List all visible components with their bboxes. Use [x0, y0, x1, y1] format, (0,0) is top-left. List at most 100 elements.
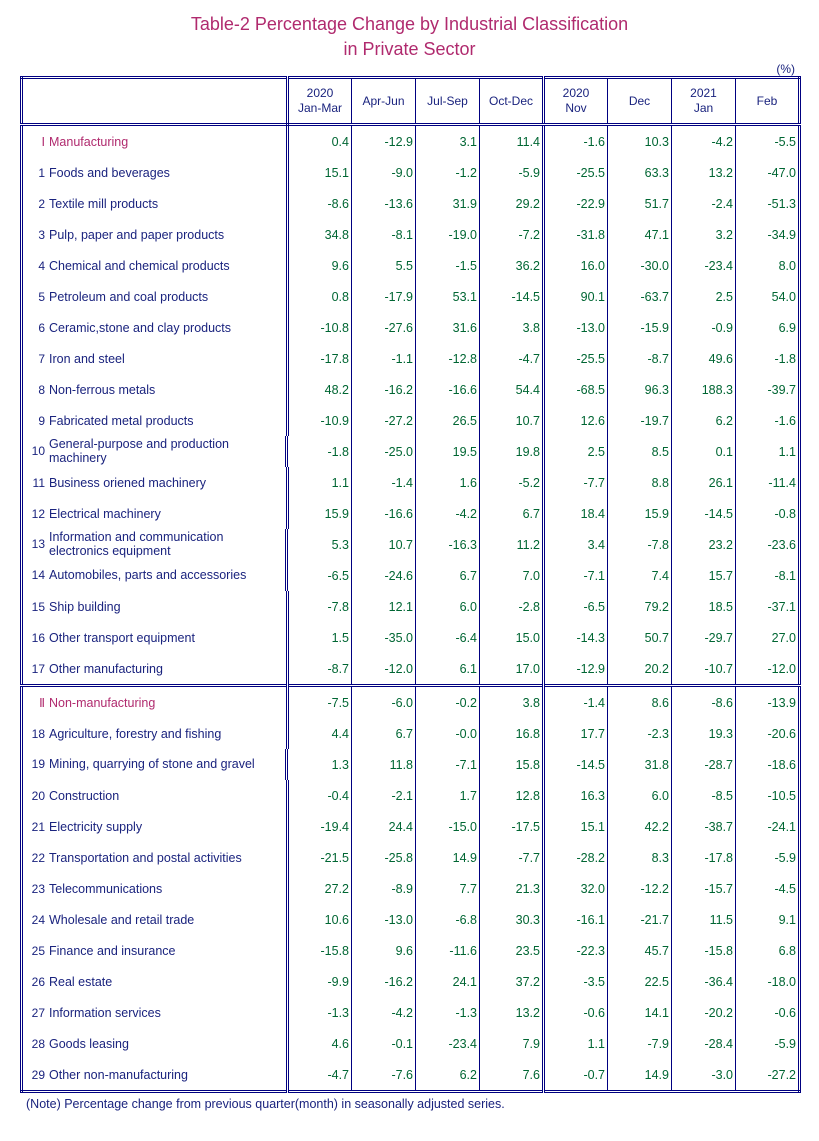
row-label-text: Chemical and chemical products: [49, 259, 230, 273]
value-cell: -12.9: [352, 125, 416, 158]
value-cell: 2.5: [544, 436, 608, 467]
row-index: 3: [23, 228, 45, 242]
value-cell: -13.9: [736, 686, 800, 719]
value-cell: 32.0: [544, 873, 608, 904]
value-cell: 1.5: [288, 622, 352, 653]
table-row: 18Agriculture, forestry and fishing4.46.…: [22, 718, 800, 749]
value-cell: -25.5: [544, 157, 608, 188]
row-label-text: Electricity supply: [49, 820, 142, 834]
value-cell: -7.9: [608, 1028, 672, 1059]
value-cell: 11.5: [672, 904, 736, 935]
table-title-line1: Table-2 Percentage Change by Industrial …: [20, 14, 799, 35]
table-row: 27Information services-1.3-4.2-1.313.2-0…: [22, 997, 800, 1028]
table-row: 28Goods leasing4.6-0.1-23.47.91.1-7.9-28…: [22, 1028, 800, 1059]
value-cell: 26.1: [672, 467, 736, 498]
row-label: 17Other manufacturing: [22, 653, 288, 686]
row-index: 28: [23, 1037, 45, 1051]
value-cell: 18.5: [672, 591, 736, 622]
value-cell: -10.8: [288, 312, 352, 343]
table-row: 10 General-purpose and production machine…: [22, 436, 800, 467]
row-index: 29: [23, 1068, 45, 1082]
value-cell: 6.7: [480, 498, 544, 529]
row-label-text: Transportation and postal activities: [49, 851, 242, 865]
value-cell: -1.4: [352, 467, 416, 498]
value-cell: -0.6: [544, 997, 608, 1028]
row-label: 24Wholesale and retail trade: [22, 904, 288, 935]
row-label: 4 Chemical and chemical products: [22, 250, 288, 281]
value-cell: -63.7: [608, 281, 672, 312]
value-cell: 23.2: [672, 529, 736, 560]
value-cell: -16.2: [352, 374, 416, 405]
value-cell: -5.9: [736, 1028, 800, 1059]
table-title-line2: in Private Sector: [20, 39, 799, 60]
value-cell: -15.8: [672, 935, 736, 966]
value-cell: -47.0: [736, 157, 800, 188]
table-row: 24Wholesale and retail trade10.6-13.0-6.…: [22, 904, 800, 935]
value-cell: -15.7: [672, 873, 736, 904]
value-cell: 0.4: [288, 125, 352, 158]
row-label-text: General-purpose and production machinery: [49, 438, 281, 464]
value-cell: -27.6: [352, 312, 416, 343]
table-row: 8Non-ferrous metals48.2-16.2-16.654.4-68…: [22, 374, 800, 405]
value-cell: 11.2: [480, 529, 544, 560]
row-index: 10: [23, 445, 45, 458]
row-label-text: Ceramic,stone and clay products: [49, 321, 231, 335]
value-cell: -7.2: [480, 219, 544, 250]
value-cell: -4.2: [352, 997, 416, 1028]
row-index: 5: [23, 290, 45, 304]
value-cell: -12.0: [352, 653, 416, 686]
value-cell: 96.3: [608, 374, 672, 405]
value-cell: -1.2: [416, 157, 480, 188]
value-cell: 21.3: [480, 873, 544, 904]
value-cell: 79.2: [608, 591, 672, 622]
value-cell: -35.0: [352, 622, 416, 653]
value-cell: -7.8: [608, 529, 672, 560]
value-cell: -1.3: [416, 997, 480, 1028]
value-cell: -4.2: [672, 125, 736, 158]
value-cell: 1.1: [288, 467, 352, 498]
value-cell: -18.0: [736, 966, 800, 997]
value-cell: -12.0: [736, 653, 800, 686]
row-index: 4: [23, 259, 45, 273]
value-cell: -14.3: [544, 622, 608, 653]
row-label-text: Business oriened machinery: [49, 476, 206, 490]
value-cell: 5.5: [352, 250, 416, 281]
value-cell: -25.8: [352, 842, 416, 873]
value-cell: -14.5: [544, 749, 608, 780]
value-cell: 10.7: [352, 529, 416, 560]
value-cell: 16.0: [544, 250, 608, 281]
value-cell: 6.0: [416, 591, 480, 622]
value-cell: -51.3: [736, 188, 800, 219]
value-cell: -8.6: [288, 188, 352, 219]
row-label: 21Electricity supply: [22, 811, 288, 842]
value-cell: 36.2: [480, 250, 544, 281]
row-label-header: [22, 78, 288, 125]
value-cell: -0.9: [672, 312, 736, 343]
value-cell: 14.9: [416, 842, 480, 873]
value-cell: -37.1: [736, 591, 800, 622]
row-label: 9Fabricated metal products: [22, 405, 288, 436]
row-label: 8Non-ferrous metals: [22, 374, 288, 405]
value-cell: -1.8: [736, 343, 800, 374]
value-cell: 47.1: [608, 219, 672, 250]
value-cell: 11.4: [480, 125, 544, 158]
value-cell: 6.7: [352, 718, 416, 749]
value-cell: -27.2: [352, 405, 416, 436]
value-cell: -7.7: [480, 842, 544, 873]
value-cell: 10.6: [288, 904, 352, 935]
value-cell: 23.5: [480, 935, 544, 966]
value-cell: 6.2: [672, 405, 736, 436]
row-label-text: Real estate: [49, 975, 112, 989]
value-cell: -23.6: [736, 529, 800, 560]
value-cell: 16.3: [544, 780, 608, 811]
table-row: 17Other manufacturing-8.7-12.06.117.0-12…: [22, 653, 800, 686]
value-cell: 1.6: [416, 467, 480, 498]
value-cell: -17.5: [480, 811, 544, 842]
value-cell: 17.0: [480, 653, 544, 686]
row-index: Ⅱ: [23, 696, 45, 710]
row-label-text: Non-manufacturing: [49, 696, 155, 710]
value-cell: -31.8: [544, 219, 608, 250]
value-cell: 63.3: [608, 157, 672, 188]
row-label-text: Finance and insurance: [49, 944, 175, 958]
row-index: Ⅰ: [23, 135, 45, 149]
